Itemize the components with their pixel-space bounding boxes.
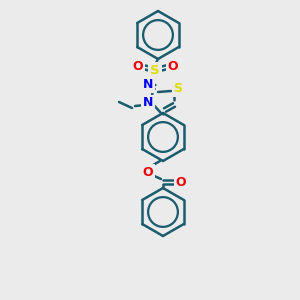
Text: O: O: [168, 61, 178, 74]
Text: N: N: [143, 97, 153, 110]
Text: S: S: [173, 82, 182, 95]
Text: O: O: [143, 166, 153, 178]
Text: O: O: [133, 61, 143, 74]
Text: O: O: [176, 176, 186, 188]
Text: S: S: [150, 64, 160, 76]
Text: N: N: [143, 79, 153, 92]
